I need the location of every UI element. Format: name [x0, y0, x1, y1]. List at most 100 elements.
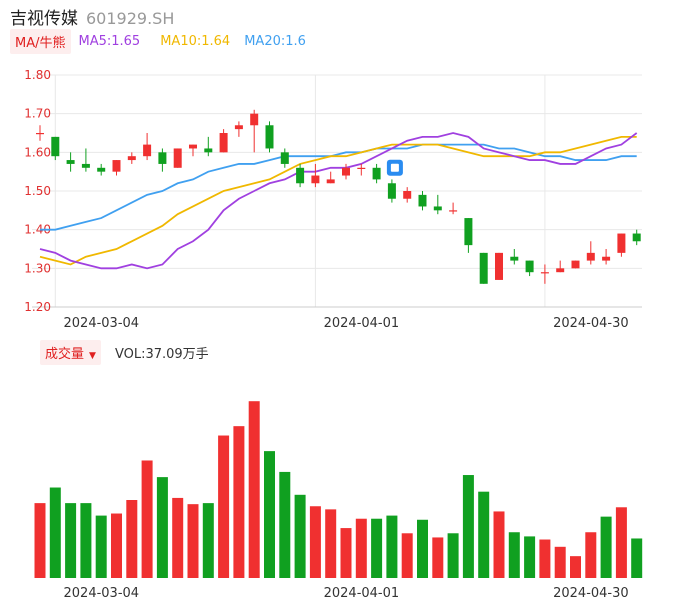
volume-tag-label: 成交量: [45, 346, 85, 362]
candle: [510, 249, 519, 265]
crosshair-marker-icon[interactable]: [386, 159, 403, 176]
candle-body: [540, 272, 549, 274]
volume-bar: [294, 494, 306, 578]
candle: [127, 152, 136, 164]
candles: [36, 109, 641, 284]
candle-body: [143, 144, 152, 157]
ma-indicator-tag[interactable]: MA/牛熊: [10, 28, 71, 54]
price-tick-label: 1.70: [24, 107, 51, 121]
ma5-line: [39, 132, 638, 270]
candle: [602, 249, 611, 265]
candle-body: [342, 167, 350, 176]
volume-bar: [248, 401, 260, 578]
candle-body: [51, 136, 60, 157]
price-x-tick-label: 2024-03-04: [64, 316, 140, 331]
volume-x-tick-label: 2024-04-30: [553, 586, 629, 601]
candle-body: [357, 167, 366, 169]
volume-bar: [585, 532, 597, 578]
candle: [311, 163, 320, 188]
volume-bar: [600, 516, 612, 578]
ma-lines: [39, 132, 638, 270]
ma20-label: MA20:1.6: [244, 33, 306, 49]
volume-bar: [493, 511, 505, 578]
candle-body: [586, 252, 595, 261]
candle: [250, 109, 259, 153]
price-tick-label: 1.50: [24, 184, 51, 198]
candle-body: [571, 260, 580, 269]
volume-bar: [65, 503, 77, 578]
volume-bar: [631, 538, 643, 578]
volume-bar: [309, 506, 321, 578]
volume-bar: [34, 503, 46, 578]
candle-body: [158, 152, 167, 164]
volume-bar: [554, 546, 566, 578]
volume-bar: [95, 515, 107, 578]
candle-body: [189, 144, 197, 149]
candle-body: [311, 175, 320, 184]
candle-body: [66, 160, 75, 164]
price-x-tick-label: 2024-04-01: [324, 316, 400, 331]
volume-bar: [355, 518, 367, 578]
volume-bar: [172, 497, 184, 578]
candle-body: [617, 233, 626, 253]
candle: [189, 144, 197, 157]
candle: [525, 260, 534, 277]
candle: [556, 260, 565, 273]
volume-bar: [570, 556, 581, 578]
volume-bar: [80, 503, 92, 578]
price-tick-label: 1.60: [24, 145, 51, 159]
volume-bar: [340, 528, 352, 578]
volume-bar: [233, 426, 245, 578]
volume-bar: [141, 460, 153, 578]
candle-body: [602, 256, 611, 261]
volume-bar: [156, 477, 168, 578]
volume-bar: [539, 539, 551, 578]
candle: [326, 171, 335, 184]
volume-bar: [49, 487, 61, 578]
candle: [357, 163, 366, 176]
candle: [372, 163, 381, 184]
candle-body: [403, 191, 412, 199]
candle: [66, 152, 75, 172]
candle: [495, 252, 503, 280]
volume-bar: [264, 451, 275, 578]
volume-bar: [386, 515, 398, 578]
price-y-axis: 1.20 1.30 1.40 1.50 1.60 1.70 1.80: [24, 68, 51, 314]
candle-body: [112, 160, 121, 172]
candle-body: [464, 218, 473, 246]
volume-legend: 成交量 ▼ VOL:37.09万手: [40, 339, 209, 365]
candle: [51, 136, 60, 161]
ma5-label: MA5:1.65: [78, 33, 141, 49]
candle-body: [234, 125, 243, 130]
volume-indicator-tag[interactable]: 成交量 ▼: [40, 339, 101, 365]
candle-body: [296, 167, 305, 184]
candle-body: [495, 252, 503, 280]
candle: [219, 129, 228, 153]
volume-bar: [325, 509, 337, 578]
volume-bar: [462, 475, 474, 578]
candle: [418, 191, 427, 211]
candle: [81, 148, 90, 172]
candle-body: [556, 268, 565, 273]
candle-body: [525, 260, 534, 273]
price-grid: [32, 74, 642, 308]
stock-code: 601929.SH: [86, 9, 175, 28]
marker-glyph: [390, 163, 399, 172]
ma10-label: MA10:1.64: [160, 33, 231, 49]
candle: [234, 121, 243, 137]
volume-bar: [447, 533, 459, 578]
volume-bar: [111, 513, 122, 578]
ma10-line: [39, 135, 637, 266]
candle-body: [372, 167, 381, 180]
candle: [143, 133, 152, 161]
candle-body: [510, 256, 519, 261]
candle-body: [173, 148, 182, 168]
volume-bar: [401, 533, 413, 578]
candle: [97, 163, 106, 176]
volume-x-tick-label: 2024-04-01: [324, 586, 400, 601]
candle: [296, 163, 305, 188]
volume-bar: [417, 519, 428, 578]
candle: [280, 148, 289, 168]
candle-body: [387, 183, 396, 199]
